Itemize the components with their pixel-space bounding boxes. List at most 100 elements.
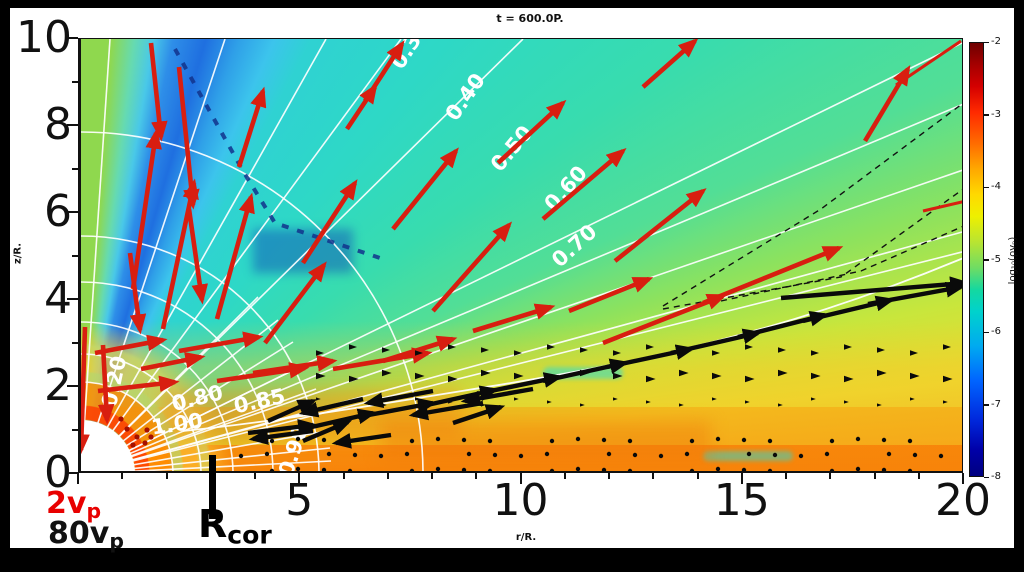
small-black-arrow xyxy=(811,350,819,356)
small-black-arrow xyxy=(877,403,882,407)
small-black-arrow xyxy=(349,344,357,350)
x-tick xyxy=(740,473,743,484)
small-black-arrow xyxy=(943,375,953,383)
small-black-arrow xyxy=(382,403,387,407)
contour-label: 0.85 xyxy=(232,384,288,418)
colorbar-tick-label: -5 xyxy=(991,253,1001,265)
red-dot xyxy=(124,426,130,432)
small-black-dot xyxy=(321,437,327,443)
x-tick xyxy=(475,473,478,479)
small-black-arrow xyxy=(943,400,948,404)
small-black-dot xyxy=(404,451,410,457)
small-black-arrow xyxy=(844,400,849,404)
red-arrow xyxy=(97,375,180,394)
vector-field-overlay: 0.30.400.500.600.700.200.800.851.000.90 xyxy=(81,39,962,471)
small-black-dot xyxy=(295,436,301,442)
contour-label: 0.60 xyxy=(540,161,593,216)
small-black-dot xyxy=(409,438,415,444)
black-arrow xyxy=(867,281,962,307)
small-black-dot xyxy=(321,467,327,471)
small-black-dot xyxy=(352,452,358,458)
x-tick xyxy=(652,473,655,479)
small-black-dot xyxy=(938,453,944,459)
red-arrow xyxy=(263,261,327,345)
x-tick xyxy=(77,473,79,484)
red-arrow xyxy=(148,42,168,142)
x-tick xyxy=(298,473,301,484)
small-black-dot xyxy=(907,438,913,444)
small-black-arrow xyxy=(910,372,920,380)
small-black-dot xyxy=(269,468,275,471)
red-arrow xyxy=(127,252,147,335)
red-arrow xyxy=(140,351,206,372)
red-arrow xyxy=(863,65,911,143)
small-black-dot xyxy=(689,468,695,471)
small-black-dot xyxy=(632,452,638,458)
small-black-dot xyxy=(269,438,275,444)
small-black-dot xyxy=(326,451,332,457)
small-black-dot xyxy=(715,466,721,471)
red-quiver-arrows xyxy=(81,39,962,455)
white-ray xyxy=(123,460,332,471)
black-arrow xyxy=(780,276,962,301)
small-black-dot xyxy=(347,468,353,471)
x-axis-label: r/R. xyxy=(515,532,537,543)
small-black-arrow xyxy=(712,372,722,380)
red-arrow xyxy=(236,86,267,168)
contour-label: 0.70 xyxy=(547,220,602,273)
small-black-dot xyxy=(601,437,607,443)
x-tick xyxy=(829,473,832,479)
black-arrow xyxy=(452,404,506,426)
small-black-arrow xyxy=(382,369,392,377)
x-tick xyxy=(785,473,787,479)
black-vector-scale-label: 80vp xyxy=(48,516,124,554)
y-tick-label: 8 xyxy=(44,99,72,150)
small-black-arrow xyxy=(349,375,359,383)
x-tick xyxy=(121,473,124,479)
dashed-navy-contour xyxy=(173,48,384,261)
colorbar-tick xyxy=(984,186,989,188)
small-black-dot xyxy=(746,451,752,457)
x-tick xyxy=(917,473,920,479)
y-tick xyxy=(67,124,78,126)
small-black-arrow xyxy=(448,400,453,404)
dashed-black-contour xyxy=(720,225,962,302)
x-tick-label: 10 xyxy=(492,475,549,526)
x-tick xyxy=(386,473,389,479)
small-vector-marks xyxy=(238,344,953,471)
small-black-arrow xyxy=(448,344,456,350)
red-arrow xyxy=(431,221,513,313)
y-tick xyxy=(72,254,78,257)
y-tick xyxy=(67,211,78,213)
y-tick xyxy=(72,167,78,170)
black-arrow xyxy=(267,398,318,424)
small-black-dot xyxy=(689,438,695,444)
small-black-arrow xyxy=(877,347,885,353)
x-tick xyxy=(431,473,433,479)
small-black-dot xyxy=(492,452,498,458)
x-tick-label: 20 xyxy=(935,475,991,526)
small-black-dot xyxy=(855,466,861,471)
small-black-dot xyxy=(461,467,467,471)
colorbar-label: log₁₀(ρvₚ) xyxy=(1007,236,1019,285)
colorbar-tick xyxy=(984,404,989,406)
y-tick-label: 10 xyxy=(16,12,72,63)
small-black-dot xyxy=(409,468,415,471)
central-star xyxy=(81,420,135,471)
small-black-dot xyxy=(575,436,581,442)
small-black-arrow xyxy=(811,372,821,380)
small-black-arrow xyxy=(778,403,783,407)
small-black-arrow xyxy=(547,400,552,404)
x-tick xyxy=(608,473,610,479)
small-black-arrow xyxy=(514,372,524,380)
small-black-dot xyxy=(881,467,887,471)
small-black-arrow xyxy=(844,344,852,350)
small-black-dot xyxy=(798,453,804,459)
red-arrow xyxy=(178,331,264,354)
small-black-dot xyxy=(347,438,353,444)
white-ray xyxy=(89,251,962,471)
red-dot xyxy=(118,416,124,422)
white-ray xyxy=(85,42,962,471)
colorbar-tick-label: -4 xyxy=(991,181,1001,192)
small-black-arrow xyxy=(481,403,486,407)
